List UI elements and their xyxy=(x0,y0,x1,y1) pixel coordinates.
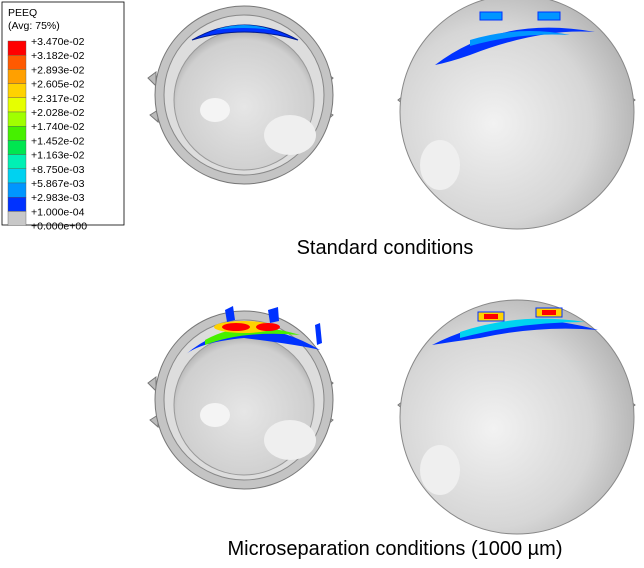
legend-label: +0.000e+00 xyxy=(31,221,87,233)
legend-swatch xyxy=(7,196,27,212)
legend-label: +2.893e-02 xyxy=(31,64,85,76)
legend-swatch xyxy=(7,154,27,170)
legend-label: +2.983e-03 xyxy=(31,192,85,204)
legend-label: +2.317e-02 xyxy=(31,93,85,105)
legend-title: PEEQ xyxy=(8,7,37,19)
legend-label: +5.867e-03 xyxy=(31,178,85,190)
legend-swatch xyxy=(7,55,27,70)
cup-microseparation xyxy=(147,306,334,490)
legend-subtitle: (Avg: 75%) xyxy=(8,20,60,32)
legend-swatch xyxy=(7,83,27,98)
sphere-microseparation xyxy=(397,299,636,535)
legend-swatch xyxy=(7,111,27,127)
legend-swatch xyxy=(7,40,27,56)
legend: PEEQ (Avg: 75%) +3.470e-02 +3.182e-02 +2.8… xyxy=(1,1,125,233)
legend-label: +1.000e-04 xyxy=(31,206,85,218)
legend-swatch xyxy=(7,97,27,113)
legend-swatch xyxy=(7,211,27,226)
legend-swatch xyxy=(7,140,27,155)
legend-swatch xyxy=(7,69,27,84)
cup-standard xyxy=(147,5,334,185)
legend-label: +1.163e-02 xyxy=(31,150,85,162)
legend-label: +2.605e-02 xyxy=(31,79,85,91)
legend-label: +2.028e-02 xyxy=(31,107,85,119)
legend-swatch xyxy=(7,182,27,198)
legend-swatch xyxy=(7,168,27,184)
caption: Microseparation conditions (1000 µm) xyxy=(227,538,562,560)
legend-swatch xyxy=(7,125,27,141)
legend-label: +3.182e-02 xyxy=(31,50,85,62)
legend-label: +1.740e-02 xyxy=(31,121,85,133)
legend-label: +1.452e-02 xyxy=(31,135,85,147)
legend-label: +3.470e-02 xyxy=(31,36,85,48)
sphere-standard xyxy=(397,0,636,230)
legend-label: +8.750e-03 xyxy=(31,164,85,176)
caption: Standard conditions xyxy=(297,237,474,259)
